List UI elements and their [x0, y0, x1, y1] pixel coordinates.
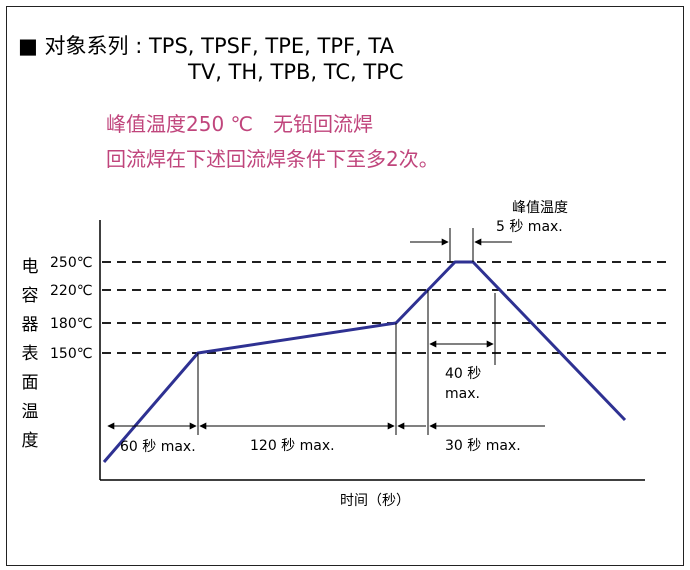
y-axis-title-char: 器 [22, 315, 39, 335]
y-axis-title-char: 表 [22, 344, 39, 364]
preheat-label: 60 秒 max. [120, 439, 196, 455]
y-axis-title-char: 温 [22, 402, 39, 422]
y-axis-title-char: 电 [22, 257, 39, 277]
annotations: 峰值温度 5 秒 max. 60 秒 max. 120 秒 max. 40 秒 … [120, 200, 568, 509]
header-line-2: TV, TH, TPB, TC, TPC [188, 60, 404, 84]
above-180-label: 30 秒 max. [445, 438, 521, 454]
note-line-1: 峰值温度250 ℃ 无铅回流焊 [106, 112, 373, 136]
y-axis-title: 电 容 器 表 面 温 度 [22, 257, 39, 451]
peak-hold-label-2: 5 秒 max. [496, 219, 563, 235]
peak-hold-label-1: 峰值温度 [512, 200, 568, 216]
reflow-profile-curve [102, 260, 627, 463]
bullet-icon: ■ [18, 34, 38, 58]
tick-150: 150℃ [50, 346, 92, 362]
header-text-1: 对象系列 : TPS, TPSF, TPE, TPF, TA [44, 34, 394, 58]
header-line-1: ■ 对象系列 : TPS, TPSF, TPE, TPF, TA [18, 30, 394, 60]
y-axis-title-char: 面 [22, 373, 39, 393]
y-axis-title-char: 度 [22, 431, 39, 451]
soak-label: 120 秒 max. [250, 438, 335, 454]
figure-frame [6, 6, 684, 566]
above-220-label-1: 40 秒 [445, 366, 481, 382]
note-line-2: 回流焊在下述回流焊条件下至多2次。 [106, 147, 439, 171]
tick-250: 250℃ [50, 255, 92, 271]
above-220-label-2: max. [445, 386, 480, 402]
y-axis-title-char: 容 [22, 286, 39, 306]
tick-220: 220℃ [50, 283, 92, 299]
x-axis-title: 时间（秒） [340, 493, 410, 509]
y-tick-labels: 250℃ 220℃ 180℃ 150℃ [50, 255, 92, 362]
tick-180: 180℃ [50, 316, 92, 332]
